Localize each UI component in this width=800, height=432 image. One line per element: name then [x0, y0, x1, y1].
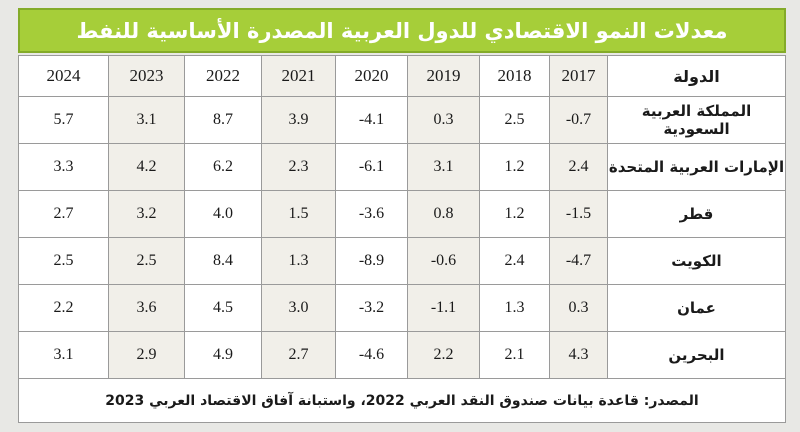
- value-cell: 4.5: [184, 284, 262, 332]
- value-cell: 3.2: [108, 190, 185, 238]
- value-cell: 3.3: [18, 143, 109, 191]
- value-cell: 2.4: [479, 237, 550, 285]
- value-cell: 3.1: [18, 331, 109, 379]
- value-cell: 2.5: [479, 96, 550, 144]
- value-cell: -1.1: [407, 284, 480, 332]
- year-header-2022: 2022: [184, 55, 262, 97]
- table-title: معدلات النمو الاقتصادي للدول العربية الم…: [76, 18, 728, 43]
- value-cell: 4.0: [184, 190, 262, 238]
- year-header-2018: 2018: [479, 55, 550, 97]
- value-cell: 0.8: [407, 190, 480, 238]
- value-cell: 0.3: [549, 284, 608, 332]
- value-cell: -4.1: [335, 96, 408, 144]
- value-cell: 1.3: [479, 284, 550, 332]
- value-cell: 3.6: [108, 284, 185, 332]
- value-cell: -4.7: [549, 237, 608, 285]
- country-name-cell: البحرين: [607, 331, 786, 379]
- growth-rates-table: 2024 2023 2022 2021 2020 2019 2018 2017 …: [18, 55, 786, 423]
- value-cell: 4.9: [184, 331, 262, 379]
- value-cell: 1.3: [261, 237, 336, 285]
- value-cell: 2.7: [18, 190, 109, 238]
- value-cell: 2.3: [261, 143, 336, 191]
- table-header-row: 2024 2023 2022 2021 2020 2019 2018 2017 …: [18, 55, 786, 97]
- source-note: المصدر: قاعدة بيانات صندوق النقد العربي …: [18, 378, 786, 423]
- value-cell: 3.0: [261, 284, 336, 332]
- table-row-uae: 3.3 4.2 6.2 2.3 -6.1 3.1 1.2 2.4 الإمارا…: [18, 143, 786, 191]
- value-cell: 2.7: [261, 331, 336, 379]
- value-cell: 6.2: [184, 143, 262, 191]
- value-cell: 3.9: [261, 96, 336, 144]
- value-cell: 3.1: [407, 143, 480, 191]
- value-cell: -8.9: [335, 237, 408, 285]
- value-cell: 8.4: [184, 237, 262, 285]
- table-footer-row: المصدر: قاعدة بيانات صندوق النقد العربي …: [18, 378, 786, 423]
- country-name-cell: الإمارات العربية المتحدة: [607, 143, 786, 191]
- table-row-kuwait: 2.5 2.5 8.4 1.3 -8.9 -0.6 2.4 -4.7 الكوي…: [18, 237, 786, 285]
- value-cell: 3.1: [108, 96, 185, 144]
- value-cell: 2.5: [18, 237, 109, 285]
- year-header-2024: 2024: [18, 55, 109, 97]
- table-row-qatar: 2.7 3.2 4.0 1.5 -3.6 0.8 1.2 -1.5 قطر: [18, 190, 786, 238]
- table-row-saudi-arabia: 5.7 3.1 8.7 3.9 -4.1 0.3 2.5 -0.7 المملك…: [18, 96, 786, 144]
- value-cell: 5.7: [18, 96, 109, 144]
- value-cell: -6.1: [335, 143, 408, 191]
- year-header-2023: 2023: [108, 55, 185, 97]
- value-cell: -1.5: [549, 190, 608, 238]
- country-name-cell: عمان: [607, 284, 786, 332]
- value-cell: 0.3: [407, 96, 480, 144]
- value-cell: -4.6: [335, 331, 408, 379]
- country-column-header: الدولة: [607, 55, 786, 97]
- value-cell: 1.2: [479, 190, 550, 238]
- value-cell: -3.2: [335, 284, 408, 332]
- value-cell: -0.6: [407, 237, 480, 285]
- country-name-cell: قطر: [607, 190, 786, 238]
- table-row-bahrain: 3.1 2.9 4.9 2.7 -4.6 2.2 2.1 4.3 البحرين: [18, 331, 786, 379]
- year-header-2021: 2021: [261, 55, 336, 97]
- year-header-2019: 2019: [407, 55, 480, 97]
- value-cell: 2.5: [108, 237, 185, 285]
- value-cell: 1.5: [261, 190, 336, 238]
- year-header-2020: 2020: [335, 55, 408, 97]
- value-cell: 2.2: [18, 284, 109, 332]
- value-cell: 2.4: [549, 143, 608, 191]
- country-name-cell: المملكة العربية السعودية: [607, 96, 786, 144]
- value-cell: 4.3: [549, 331, 608, 379]
- year-header-2017: 2017: [549, 55, 608, 97]
- value-cell: 8.7: [184, 96, 262, 144]
- country-name-cell: الكويت: [607, 237, 786, 285]
- value-cell: 2.1: [479, 331, 550, 379]
- value-cell: 4.2: [108, 143, 185, 191]
- value-cell: 2.2: [407, 331, 480, 379]
- value-cell: -3.6: [335, 190, 408, 238]
- value-cell: -0.7: [549, 96, 608, 144]
- value-cell: 2.9: [108, 331, 185, 379]
- table-title-bar: معدلات النمو الاقتصادي للدول العربية الم…: [18, 8, 786, 53]
- value-cell: 1.2: [479, 143, 550, 191]
- table-row-oman: 2.2 3.6 4.5 3.0 -3.2 -1.1 1.3 0.3 عمان: [18, 284, 786, 332]
